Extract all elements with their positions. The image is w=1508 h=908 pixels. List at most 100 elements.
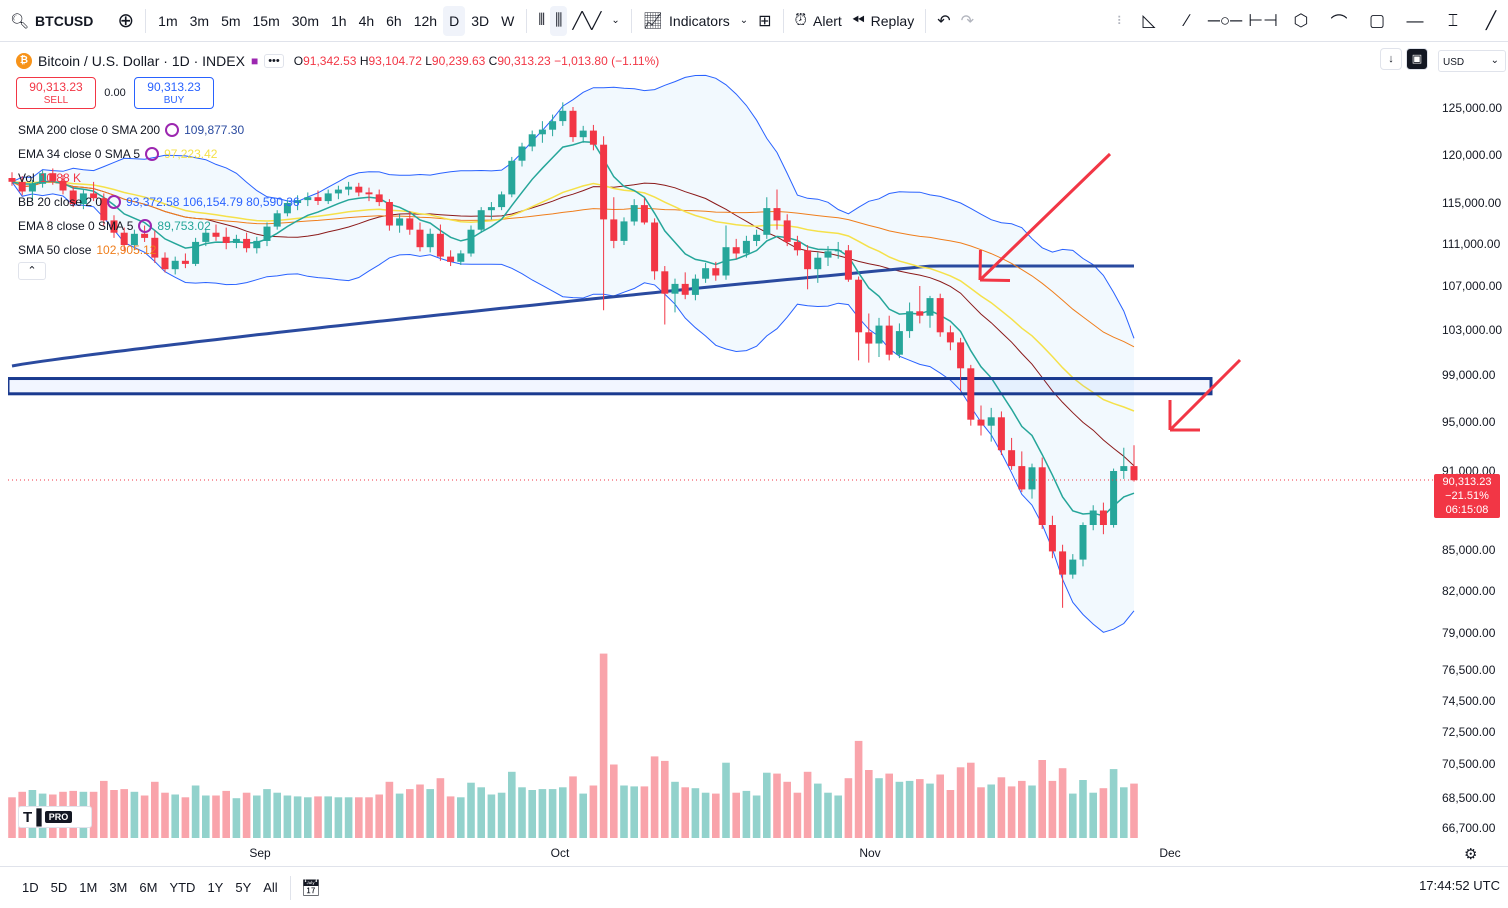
volume-bar — [202, 795, 210, 838]
volume-bar — [946, 790, 955, 838]
pitchfork-tool-icon[interactable]: ◺ — [1142, 11, 1156, 30]
trend-line-tool-icon[interactable]: ∕ — [1185, 11, 1189, 30]
indicator-legend-item[interactable]: Vol 10.88 K — [18, 166, 300, 190]
range-5y[interactable]: 5Y — [235, 880, 252, 895]
candle-body — [620, 221, 628, 241]
range-6m[interactable]: 6M — [139, 880, 158, 895]
currency-selector[interactable]: USD ⌄ — [1438, 50, 1506, 72]
interval-d[interactable]: D — [443, 5, 466, 36]
candle-body — [18, 181, 26, 192]
candle-body — [447, 256, 455, 262]
symbol-search[interactable]: 🔍︎ BTCUSD — [0, 6, 98, 36]
lock-icon: ▣ — [1411, 53, 1423, 65]
candle-body — [345, 186, 353, 190]
buy-button[interactable]: 90,313.23 BUY — [134, 77, 214, 109]
range-5d[interactable]: 5D — [50, 880, 68, 895]
candle-body — [49, 173, 57, 181]
indicators-button[interactable]: 📈︎ Indicators — [638, 6, 735, 36]
range-1m[interactable]: 1M — [79, 880, 98, 895]
line-style-button[interactable]: ╱╲╱ — [567, 6, 606, 36]
brush-tool-icon[interactable]: ╱ — [1485, 11, 1497, 30]
time-tick-label: Sep — [249, 846, 271, 860]
time-tick-label: Oct — [551, 846, 570, 860]
date-range-tool-icon[interactable]: ⊢⊣ — [1248, 11, 1278, 30]
interval-6h[interactable]: 6h — [386, 12, 402, 29]
undo-button[interactable]: ↶ — [932, 6, 955, 36]
candles-style-button[interactable]: ⫼ — [550, 5, 568, 36]
plus-circle-icon: ⊕ — [117, 10, 135, 32]
range-all[interactable]: All — [263, 880, 278, 895]
interval-30m[interactable]: 30m — [291, 12, 319, 29]
volume-bar — [232, 798, 241, 838]
rectangle-tool-icon[interactable]: ▢ — [1368, 11, 1386, 30]
chart-style-dropdown[interactable]: ⌄ — [606, 6, 624, 36]
symbol-description[interactable]: Bitcoin / U.S. Dollar · 1D · INDEX — [38, 53, 245, 69]
vertical-line-tool-icon[interactable]: ⌶ — [1447, 11, 1459, 30]
interval-w[interactable]: W — [501, 12, 515, 29]
replay-button[interactable]: ⏪︎ Replay — [847, 6, 919, 36]
sell-button[interactable]: 90,313.23 SELL — [16, 77, 96, 109]
volume-bar — [283, 795, 292, 838]
volume-bar — [120, 789, 128, 838]
collapse-legend-button[interactable]: ⌃ — [18, 262, 46, 280]
flag-icon[interactable]: ■ — [250, 54, 259, 68]
chevron-down-icon: ⌄ — [611, 15, 620, 26]
range-3m[interactable]: 3M — [109, 880, 128, 895]
volume-bar — [1069, 793, 1077, 838]
indicator-legend-item[interactable]: EMA 34 close 0 SMA 5 97,223.42 — [18, 142, 300, 166]
interval-group: 1m 3m 5m 15m 30m 1h 4h 6h 12h D 3D W — [152, 5, 520, 36]
redo-button[interactable]: ↷ — [956, 6, 979, 36]
horizontal-ray-tool-icon[interactable]: ─○─ — [1207, 11, 1243, 30]
range-1d[interactable]: 1D — [22, 880, 39, 895]
bar-style-button[interactable]: ⫴ — [533, 6, 550, 36]
candle-body — [467, 229, 475, 254]
curve-tool-icon[interactable]: ⌒ — [1330, 13, 1348, 33]
candle-body — [487, 207, 495, 211]
price-axis[interactable]: 125,000.00 120,000.00 115,000.00 111,000.00… — [1434, 44, 1508, 866]
layout-button[interactable]: ⊞ — [753, 6, 776, 36]
interval-5m[interactable]: 5m — [221, 12, 241, 29]
range-ytd[interactable]: YTD — [169, 880, 196, 895]
compare-symbol-button[interactable]: ⊕ — [112, 6, 139, 36]
interval-1h[interactable]: 1h — [330, 12, 347, 29]
horizontal-line-tool-icon[interactable]: — — [1406, 11, 1424, 30]
candle-body — [385, 202, 393, 226]
ellipse-tool-icon[interactable]: ⬡ — [1293, 11, 1309, 30]
indicator-legend-item[interactable]: EMA 8 close 0 SMA 5 89,753.02 — [18, 214, 300, 238]
scale-menu-button[interactable]: ↓ — [1380, 48, 1402, 70]
candle-body — [130, 233, 138, 246]
interval-15m[interactable]: 15m — [252, 12, 280, 29]
candle-body — [1079, 525, 1087, 560]
volume-bar — [905, 780, 914, 838]
more-button[interactable]: ••• — [264, 54, 284, 68]
interval-12h[interactable]: 12h — [413, 12, 438, 29]
volume-bar — [599, 653, 608, 838]
interval-3m[interactable]: 3m — [189, 12, 210, 29]
interval-4h[interactable]: 4h — [358, 12, 375, 29]
calendar-icon[interactable]: 📅︎ — [300, 879, 322, 897]
volume-bar — [426, 789, 434, 838]
indicator-legend-item[interactable]: BB 20 close 2 0 93,372.58 106,154.79 80,5… — [18, 190, 300, 214]
utc-clock[interactable]: 17:44:52 UTC — [1419, 878, 1500, 893]
candle-body — [416, 229, 424, 248]
volume-bar — [630, 786, 638, 838]
indicator-legend-item[interactable]: SMA 200 close 0 SMA 200 109,877.30 — [18, 118, 300, 142]
candle-body — [671, 283, 679, 294]
range-1y[interactable]: 1Y — [207, 880, 224, 895]
settings-gear-icon[interactable]: ⚙︎ — [1464, 846, 1478, 863]
candle-body — [304, 197, 312, 201]
interval-3d[interactable]: 3D — [471, 12, 490, 29]
price-tick-label: 103,000.00 — [1442, 323, 1502, 337]
auto-scale-button[interactable]: ▣ — [1406, 48, 1428, 70]
volume-bar — [773, 773, 781, 838]
alert-button[interactable]: ⏰︎ Alert — [790, 6, 847, 36]
time-axis[interactable]: Sep Oct Nov Dec — [8, 842, 1434, 864]
drag-handle-icon[interactable]: ⠇ — [1116, 14, 1126, 28]
indicators-dropdown[interactable]: ⌄ — [735, 6, 753, 36]
indicator-legend-item[interactable]: SMA 50 close 102,905.12 — [18, 238, 300, 262]
tradingview-logo[interactable]: T▐ PRO — [18, 806, 92, 828]
volume-bar — [579, 793, 587, 838]
redo-icon: ↷ — [960, 12, 975, 30]
interval-1m[interactable]: 1m — [158, 12, 178, 29]
price-chart[interactable] — [8, 44, 1434, 866]
